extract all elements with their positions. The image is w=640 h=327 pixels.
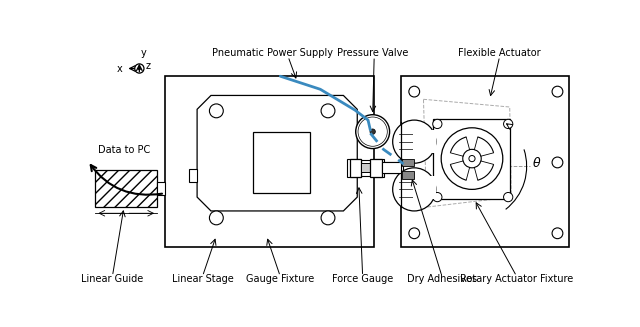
Circle shape — [138, 67, 141, 70]
Circle shape — [463, 149, 481, 168]
Bar — [382, 163, 401, 173]
Text: Linear Stage: Linear Stage — [172, 274, 234, 284]
Text: Linear Guide: Linear Guide — [81, 274, 143, 284]
Text: Pneumatic Power Supply: Pneumatic Power Supply — [212, 48, 333, 59]
Circle shape — [504, 119, 513, 129]
Bar — [348, 159, 361, 177]
Circle shape — [552, 228, 563, 239]
Circle shape — [552, 157, 563, 168]
Circle shape — [469, 156, 475, 162]
Bar — [401, 76, 569, 247]
Circle shape — [409, 86, 420, 97]
Bar — [157, 182, 164, 195]
Text: Force Gauge: Force Gauge — [332, 274, 393, 284]
Text: z: z — [145, 61, 150, 71]
Circle shape — [433, 193, 442, 202]
Circle shape — [135, 64, 144, 73]
Bar — [413, 176, 436, 199]
Text: x: x — [116, 64, 122, 74]
Circle shape — [321, 211, 335, 225]
Circle shape — [441, 128, 503, 189]
Circle shape — [504, 193, 513, 202]
Bar — [371, 159, 382, 177]
Circle shape — [393, 168, 436, 211]
Circle shape — [552, 86, 563, 97]
Bar — [164, 76, 374, 247]
Text: Flexible Actuator: Flexible Actuator — [458, 48, 541, 59]
Text: Pressure Valve: Pressure Valve — [337, 48, 408, 59]
Polygon shape — [197, 95, 357, 211]
Text: Dry Adhesives: Dry Adhesives — [407, 274, 477, 284]
Bar — [349, 159, 361, 177]
Bar — [189, 169, 197, 182]
Text: y: y — [141, 48, 147, 59]
Bar — [372, 159, 384, 177]
Text: Data to PC: Data to PC — [98, 145, 150, 155]
Circle shape — [209, 104, 223, 118]
Circle shape — [356, 115, 390, 148]
Circle shape — [433, 119, 442, 129]
Bar — [413, 130, 436, 153]
Bar — [357, 160, 374, 176]
Bar — [361, 163, 371, 172]
Bar — [355, 164, 401, 172]
Circle shape — [209, 211, 223, 225]
Bar — [402, 159, 414, 166]
Bar — [384, 163, 403, 173]
Circle shape — [358, 117, 387, 146]
Text: Gauge Fixture: Gauge Fixture — [246, 274, 314, 284]
Circle shape — [370, 129, 375, 134]
Circle shape — [409, 228, 420, 239]
Text: Rotary Actuator Fixture: Rotary Actuator Fixture — [460, 274, 573, 284]
Bar — [402, 171, 414, 179]
Bar — [433, 119, 511, 199]
Circle shape — [321, 104, 335, 118]
Bar — [253, 132, 310, 193]
Circle shape — [393, 120, 436, 163]
Text: θ: θ — [533, 158, 540, 170]
Bar — [95, 170, 157, 207]
